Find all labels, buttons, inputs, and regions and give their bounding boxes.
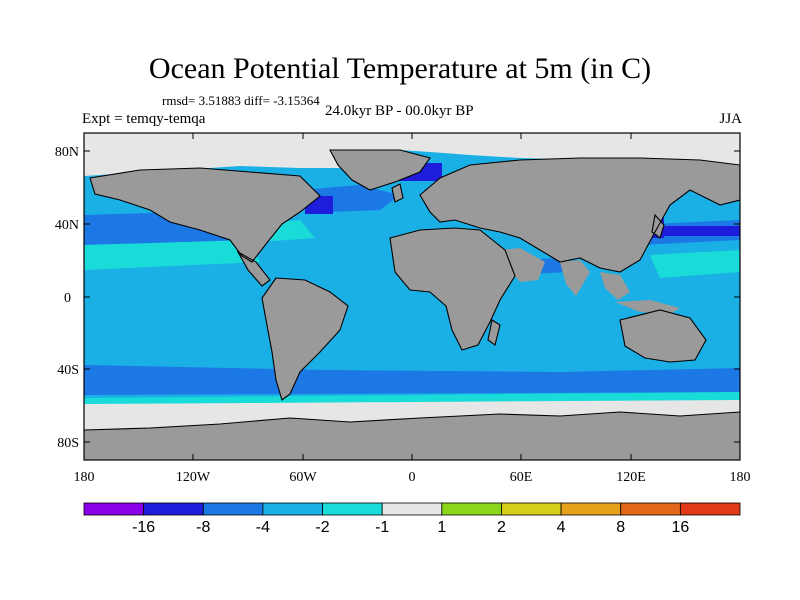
experiment-label: Expt = temqy-temqa — [82, 111, 206, 127]
colorbar-swatch — [620, 502, 681, 516]
colorbar-swatch — [441, 502, 502, 516]
lon-tick-label: 120W — [176, 470, 211, 485]
lon-tick-label: 60E — [510, 470, 533, 485]
colorbar-label: -8 — [196, 519, 210, 536]
lon-tick-label: 180 — [74, 470, 95, 485]
colorbar-label: 4 — [557, 519, 566, 536]
lat-tick-label: 40S — [57, 363, 79, 378]
colorbar-label: -1 — [375, 519, 389, 536]
land-masses — [84, 150, 740, 460]
axis-ticks — [83, 133, 740, 460]
lon-tick-label: 60W — [289, 470, 317, 485]
lat-tick-label: 80S — [57, 436, 79, 451]
colorbar: -16 -8 -4 -2 -1 1 2 4 8 16 — [83, 502, 741, 536]
colorbar-swatch — [83, 502, 145, 516]
season-label: JJA — [719, 111, 742, 127]
lat-tick-label: 80N — [55, 145, 79, 160]
lon-tick-label: 0 — [409, 470, 416, 485]
lon-tick-label: 120E — [616, 470, 646, 485]
colorbar-label: -2 — [315, 519, 329, 536]
stats-label: rmsd= 3.51883 diff= -3.15364 — [162, 93, 320, 108]
colorbar-swatch — [202, 502, 264, 516]
lat-tick-label: 0 — [64, 291, 71, 306]
colorbar-label: -16 — [132, 519, 155, 536]
colorbar-swatch — [679, 502, 741, 516]
colorbar-label: 8 — [616, 519, 625, 536]
colorbar-swatch — [501, 502, 562, 516]
colorbar-swatch — [143, 502, 204, 516]
colorbar-label: 16 — [671, 519, 689, 536]
lat-tick-label: 40N — [55, 218, 79, 233]
map-plot — [84, 133, 740, 460]
colorbar-swatch — [262, 502, 323, 516]
colorbar-swatch — [381, 502, 443, 516]
colorbar-swatch — [322, 502, 383, 516]
colorbar-label: 2 — [497, 519, 506, 536]
colorbar-label: 1 — [437, 519, 446, 536]
colorbar-swatch — [560, 502, 622, 516]
coastlines — [84, 149, 740, 431]
map-title: Ocean Potential Temperature at 5m (in C) — [148, 52, 652, 85]
colorbar-label: -4 — [256, 519, 270, 536]
lon-tick-label: 180 — [730, 470, 751, 485]
period-label: 24.0kyr BP - 00.0kyr BP — [325, 103, 474, 119]
